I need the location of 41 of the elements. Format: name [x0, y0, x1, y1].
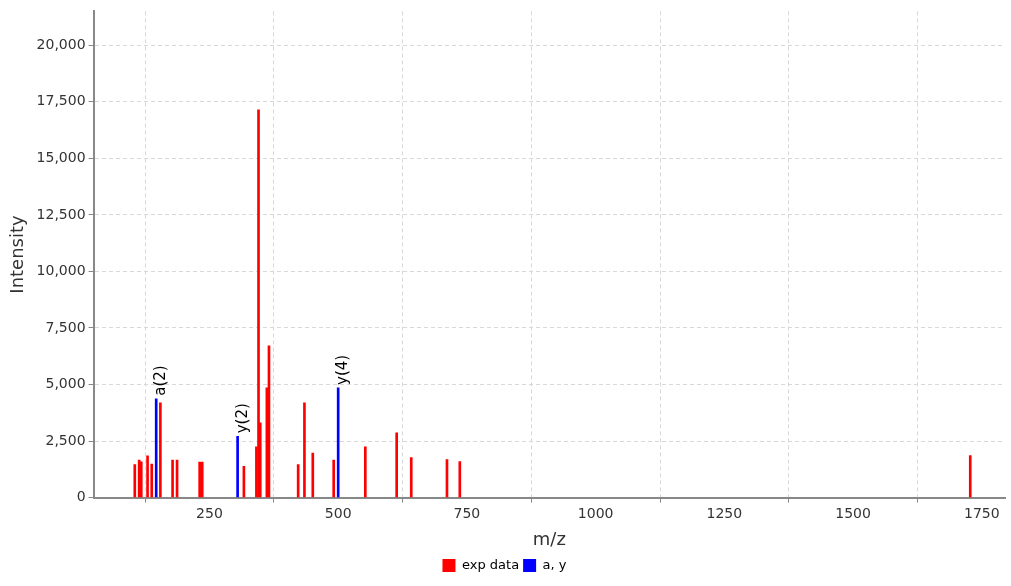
bar	[409, 457, 413, 498]
y-tick-label: 2,500	[45, 431, 86, 448]
y-axis-title: Intensity	[6, 214, 28, 294]
x-tick-label: 750	[453, 504, 481, 521]
bar	[968, 455, 972, 498]
bar	[332, 459, 336, 498]
legend-label: exp data	[461, 556, 520, 572]
x-tick-label: 1000	[577, 504, 614, 521]
bar	[159, 402, 162, 498]
x-axis-title: m/z	[532, 527, 566, 549]
y-tick-label: 20,000	[36, 35, 86, 52]
x-tick-label: 1750	[964, 504, 1000, 521]
bar	[146, 455, 149, 498]
y-tick-label: 0	[76, 488, 86, 505]
bar	[200, 461, 204, 498]
bar	[395, 432, 398, 498]
bar	[458, 461, 462, 498]
x-tick-label: 250	[196, 504, 223, 521]
legend-label: a, y	[542, 556, 567, 572]
bar	[154, 398, 158, 498]
bar	[336, 387, 340, 498]
x-tick-label: 1500	[835, 504, 871, 521]
annotation: y(4)	[333, 354, 352, 385]
bar	[311, 452, 315, 498]
annotation: a(2)	[151, 365, 170, 396]
bar	[303, 402, 306, 498]
x-tick-label: 1250	[706, 504, 743, 521]
x-tick-label: 500	[324, 504, 352, 521]
bar	[236, 435, 239, 498]
bar	[257, 109, 260, 498]
annotation: y(2)	[232, 403, 251, 434]
y-tick-label: 7,500	[45, 318, 86, 335]
bar	[133, 464, 137, 498]
bar	[171, 459, 174, 498]
y-tick-label: 15,000	[36, 149, 86, 166]
bar	[363, 446, 367, 498]
y-tick-label: 5,000	[45, 375, 86, 392]
y-tick-label: 12,500	[36, 205, 86, 222]
y-tick-label: 10,000	[36, 262, 86, 279]
bar	[198, 461, 201, 498]
y-tick-label: 17,500	[36, 92, 86, 109]
